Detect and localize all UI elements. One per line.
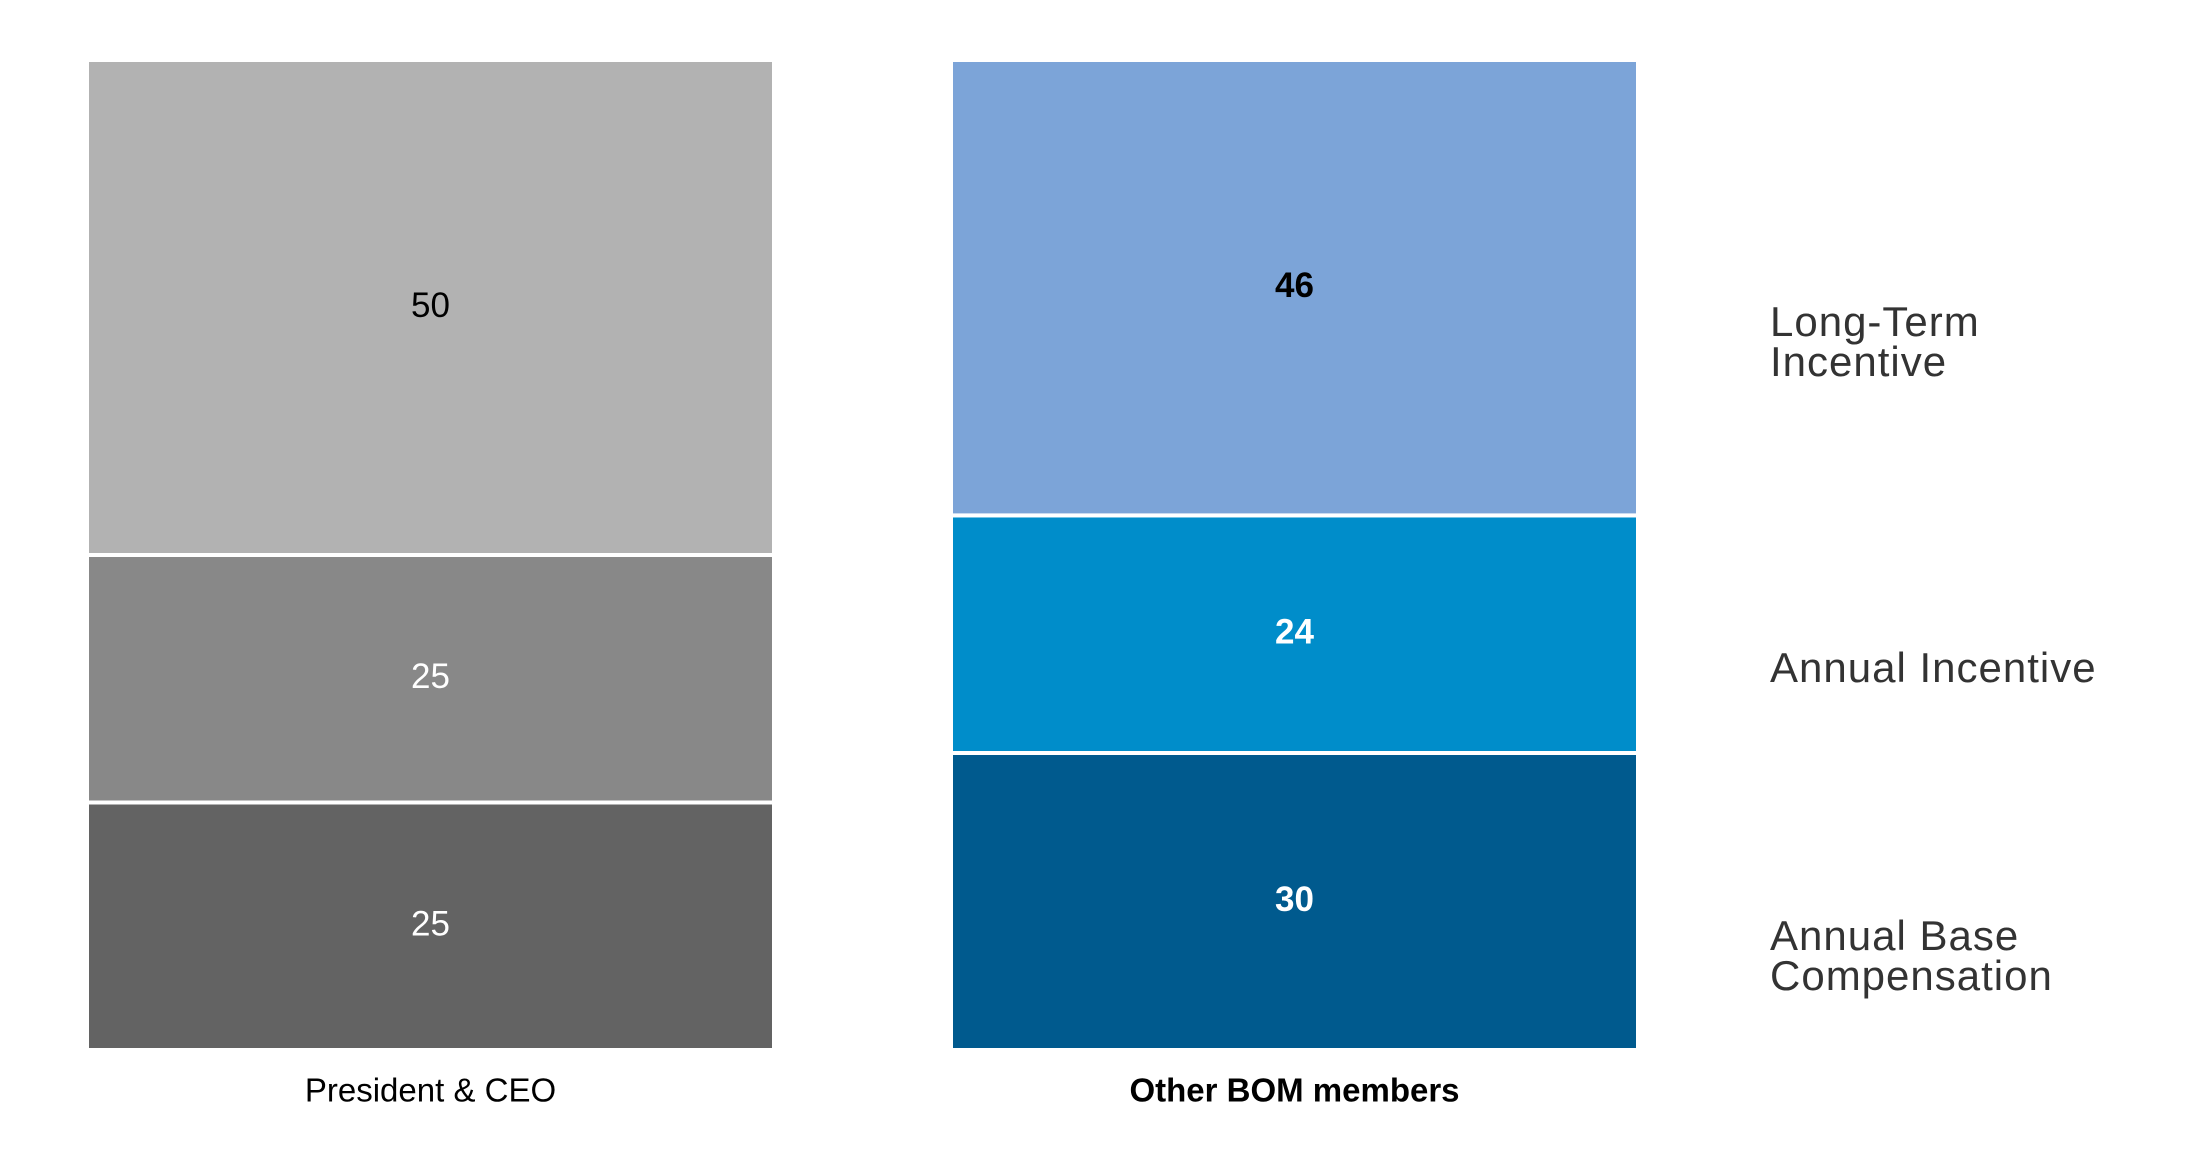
- data-label: 30: [1275, 880, 1314, 919]
- x-tick-label: Other BOM members: [1129, 1072, 1459, 1109]
- bar-segment: [85, 800, 776, 1052]
- legend-label: Annual Base Compensation: [1770, 912, 2053, 999]
- data-label: 25: [411, 905, 450, 944]
- bar-segment: [949, 513, 1640, 756]
- data-label: 50: [411, 286, 450, 325]
- legend-label: Annual Incentive: [1770, 644, 2097, 691]
- data-label: 25: [411, 657, 450, 696]
- x-tick-label: President & CEO: [305, 1072, 556, 1109]
- bar-segment: [949, 58, 1640, 518]
- bar-segment: [85, 58, 776, 557]
- data-label: 46: [1275, 266, 1314, 305]
- legend-label: Long-Term Incentive: [1770, 298, 1980, 385]
- data-label: 24: [1275, 612, 1314, 651]
